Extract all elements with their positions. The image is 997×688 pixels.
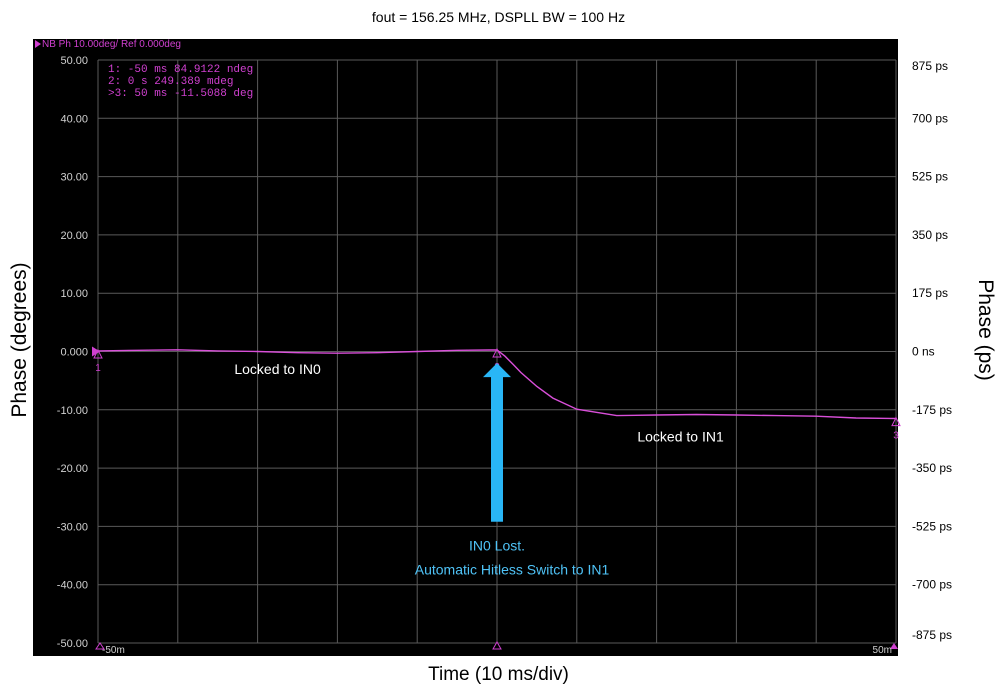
y2-tick-label: -875 ps [912, 628, 952, 642]
y2-tick-label: 0 ns [912, 345, 935, 359]
y-tick-label: 50.00 [60, 55, 88, 67]
y-tick-label: -50.00 [57, 638, 88, 650]
plot-background [33, 39, 898, 656]
annotation-lost-line1: IN0 Lost. [469, 538, 525, 554]
bottom-marker-triangle [492, 640, 502, 650]
marker-table-row: 2: 0 s 249.389 mdeg [108, 76, 233, 88]
y2-tick-label: -350 ps [912, 461, 952, 475]
marker-table-row: 1: -50 ms 84.9122 ndeg [108, 64, 253, 76]
marker-number: 3 [893, 431, 899, 442]
annotation-lost-line2: Automatic Hitless Switch to IN1 [415, 562, 610, 578]
y-tick-label: -20.00 [57, 463, 88, 475]
chart-title: fout = 156.25 MHz, DSPLL BW = 100 Hz [371, 9, 626, 25]
trace-active-icon [35, 40, 41, 48]
trace-line [97, 349, 897, 420]
y-tick-label: -30.00 [57, 521, 88, 533]
y-tick-label: 40.00 [60, 113, 88, 125]
annotation-locked-in0: Locked to IN0 [234, 361, 321, 377]
y2-tick-label: 525 ps [912, 170, 948, 184]
y-tick-label: 10.00 [60, 288, 88, 300]
marker-table-row: >3: 50 ms -11.5088 deg [108, 88, 253, 100]
marker-triangle [492, 347, 502, 358]
y-tick-label: -40.00 [57, 580, 88, 592]
y2-tick-label: -700 ps [912, 578, 952, 592]
bottom-end-triangle [890, 643, 898, 649]
y2-tick-label: -175 ps [912, 403, 952, 417]
y2-tick-label: -525 ps [912, 519, 952, 533]
up-arrow-shaft [491, 375, 503, 522]
y-tick-label: 30.00 [60, 172, 88, 184]
x-start-label: -50m [102, 645, 125, 656]
y-tick-label: 0.000 [60, 347, 88, 359]
y2-tick-label: 875 ps [912, 59, 948, 73]
y-tick-label: 20.00 [60, 230, 88, 242]
reference-arrow-icon [92, 346, 100, 357]
marker-triangle [93, 348, 103, 359]
y2-tick-label: 175 ps [912, 286, 948, 300]
x-axis-label: Time (10 ms/div) [428, 664, 569, 685]
y2-tick-label: 350 ps [912, 228, 948, 242]
y2-tick-label: 700 ps [912, 111, 948, 125]
marker-triangle [891, 416, 901, 427]
marker-number: 1 [95, 363, 101, 374]
bottom-start-triangle [95, 642, 105, 650]
header-text: NB Ph 10.00deg/ Ref 0.000deg [42, 39, 181, 50]
y-tick-label: -10.00 [57, 405, 88, 417]
x-end-label: 50m [873, 645, 892, 656]
up-arrow-icon [483, 363, 511, 378]
annotation-locked-in1: Locked to IN1 [637, 429, 724, 445]
